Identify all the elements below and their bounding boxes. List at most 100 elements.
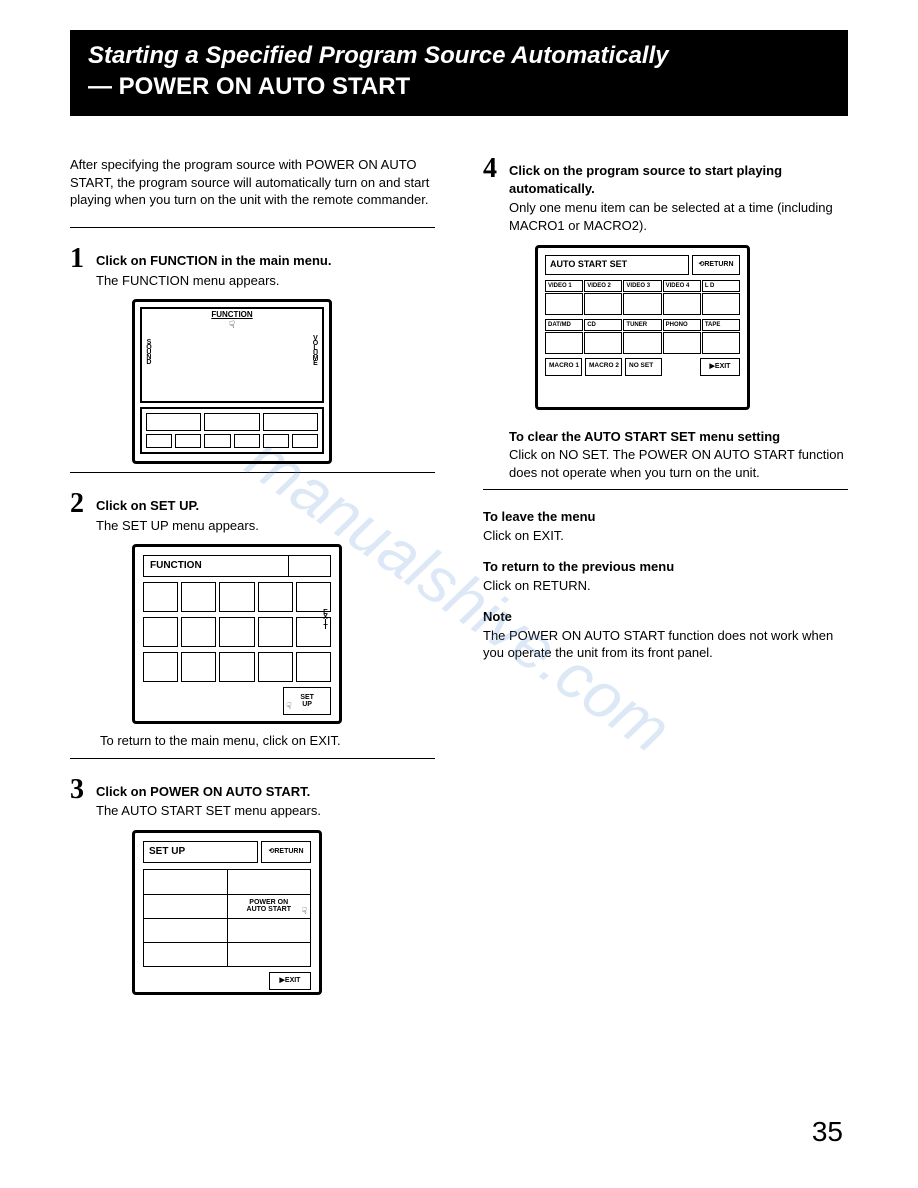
- clear-heading: To clear the AUTO START SET menu setting: [509, 428, 848, 446]
- grid-cell: [181, 582, 216, 612]
- src-box: [584, 293, 622, 315]
- step-number: 3: [70, 777, 96, 820]
- src-label: TAPE: [702, 319, 740, 331]
- page-number: 35: [812, 1116, 843, 1148]
- grid-cell: [258, 582, 293, 612]
- divider: [483, 489, 848, 490]
- step-title: Click on SET UP.: [96, 497, 435, 515]
- cursor-icon: ☟: [229, 319, 235, 333]
- fig2-exit-label: EXIT: [321, 609, 330, 629]
- fig4-macro1: MACRO 1: [545, 358, 582, 376]
- src-box: [702, 293, 740, 315]
- note-body: The POWER ON AUTO START function does no…: [483, 627, 848, 662]
- figure-4: AUTO START SET ⟲RETURN VIDEO 1 VIDEO 2 V…: [535, 245, 848, 410]
- fig4-return-button: ⟲RETURN: [692, 255, 740, 275]
- grid-cell: [143, 652, 178, 682]
- right-column: 4 Click on the program source to start p…: [483, 156, 848, 1002]
- src-label: DAT/MD: [545, 319, 583, 331]
- step-desc: The AUTO START SET menu appears.: [96, 802, 435, 820]
- grid-cell: [143, 582, 178, 612]
- return-body: Click on RETURN.: [483, 577, 848, 595]
- grid-cell: [146, 413, 201, 431]
- grid-cell: [181, 617, 216, 647]
- step-2: 2 Click on SET UP. The SET UP menu appea…: [70, 491, 435, 534]
- step-number: 2: [70, 491, 96, 534]
- grid-cell: [296, 582, 331, 612]
- fig4-exit-button: ▶EXIT: [700, 358, 740, 376]
- src-label: VIDEO 4: [663, 280, 701, 292]
- table-cell: [144, 870, 227, 894]
- src-box: [663, 332, 701, 354]
- note-heading: Note: [483, 608, 848, 626]
- table-cell: [227, 943, 311, 966]
- fig1-sound-label: SOUND: [144, 339, 153, 364]
- grid-cell: [181, 652, 216, 682]
- src-box: [702, 332, 740, 354]
- divider: [70, 472, 435, 473]
- poweron-label: POWER ONAUTO START: [247, 899, 291, 913]
- setup-label: SETUP: [300, 694, 314, 708]
- leave-body: Click on EXIT.: [483, 527, 848, 545]
- cursor-icon: ☟: [286, 700, 291, 712]
- grid-cell: [263, 434, 289, 448]
- step-title: Click on POWER ON AUTO START.: [96, 783, 435, 801]
- table-cell: [227, 919, 311, 942]
- table-cell: [144, 919, 227, 942]
- grid-cell: [296, 652, 331, 682]
- fig3-return-button: ⟲RETURN: [261, 841, 311, 863]
- grid-cell: [234, 434, 260, 448]
- src-label: PHONO: [663, 319, 701, 331]
- grid-cell: [204, 413, 259, 431]
- grid-cell: [258, 652, 293, 682]
- figure-3: SET UP ⟲RETURN POWER ONAUTO START ☟: [132, 830, 435, 995]
- return-heading: To return to the previous menu: [483, 558, 848, 576]
- grid-cell: [258, 617, 293, 647]
- fig2-title: FUNCTION: [150, 559, 202, 573]
- src-label: L D: [702, 280, 740, 292]
- fig4-macro2: MACRO 2: [585, 358, 622, 376]
- grid-cell: [204, 434, 230, 448]
- src-box: [584, 332, 622, 354]
- step-desc: Only one menu item can be selected at a …: [509, 199, 848, 234]
- step-desc: The FUNCTION menu appears.: [96, 272, 435, 290]
- grid-cell: [143, 617, 178, 647]
- page-header: Starting a Specified Program Source Auto…: [70, 30, 848, 116]
- left-column: After specifying the program source with…: [70, 156, 435, 1002]
- fig1-volume-label: VOLUME: [311, 335, 320, 365]
- step2-caption: To return to the main menu, click on EXI…: [100, 732, 435, 750]
- divider: [70, 227, 435, 228]
- header-cell: [288, 556, 324, 576]
- fig4-noset: NO SET: [625, 358, 662, 376]
- src-box: [545, 332, 583, 354]
- divider: [70, 758, 435, 759]
- header-title: Starting a Specified Program Source Auto…: [88, 40, 830, 71]
- src-label: CD: [584, 319, 622, 331]
- fig3-exit-button: ▶EXIT: [269, 972, 311, 990]
- step-number: 4: [483, 156, 509, 234]
- grid-cell: [219, 617, 254, 647]
- step-1: 1 Click on FUNCTION in the main menu. Th…: [70, 246, 435, 289]
- cursor-icon: ☟: [302, 905, 307, 917]
- table-cell: [144, 943, 227, 966]
- fig3-poweron-cell: POWER ONAUTO START ☟: [227, 895, 311, 918]
- grid-cell: [219, 582, 254, 612]
- src-box: [623, 332, 661, 354]
- table-cell: [227, 870, 311, 894]
- step-4: 4 Click on the program source to start p…: [483, 156, 848, 234]
- src-label: VIDEO 2: [584, 280, 622, 292]
- clear-body: Click on NO SET. The POWER ON AUTO START…: [509, 446, 848, 481]
- grid-cell: [175, 434, 201, 448]
- grid-cell: [263, 413, 318, 431]
- intro-text: After specifying the program source with…: [70, 156, 435, 209]
- fig2-setup-button: ☟ SETUP: [283, 687, 331, 715]
- src-box: [623, 293, 661, 315]
- figure-1: FUNCTION ☟ SOUND VOLUME: [132, 299, 435, 464]
- src-box: [663, 293, 701, 315]
- grid-cell: [219, 652, 254, 682]
- step-number: 1: [70, 246, 96, 289]
- figure-2: FUNCTION: [132, 544, 435, 724]
- step-title: Click on FUNCTION in the main menu.: [96, 252, 435, 270]
- table-cell: [144, 895, 227, 918]
- fig3-title: SET UP: [143, 841, 258, 863]
- step-title: Click on the program source to start pla…: [509, 162, 848, 197]
